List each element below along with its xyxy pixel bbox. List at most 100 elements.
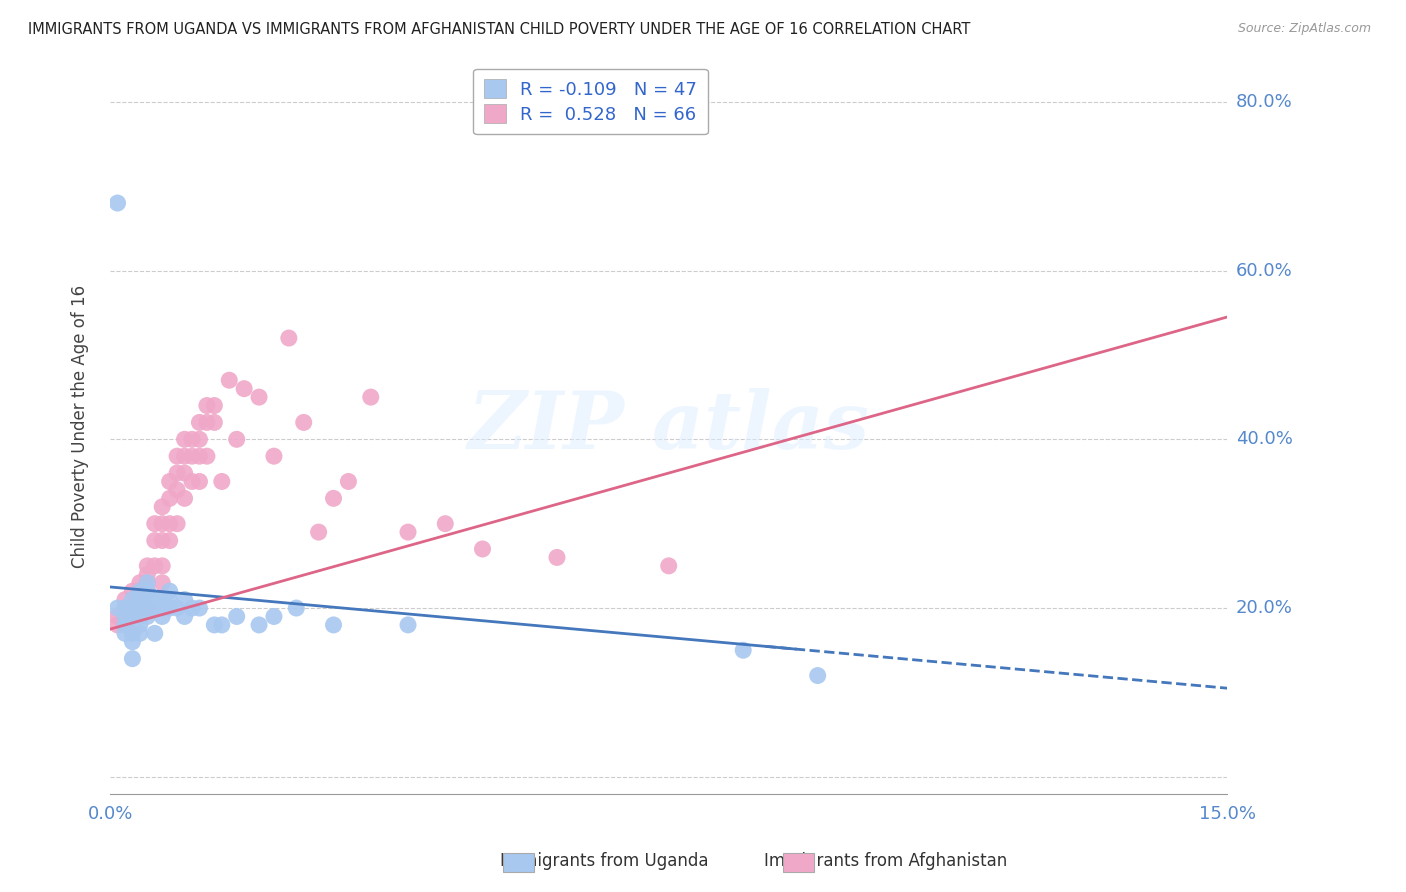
Point [121,651,143,665]
Point [128,601,150,615]
Point [114,609,136,624]
Point [143,558,166,573]
Point [121,609,143,624]
Point [322,491,344,506]
Point [121,592,143,607]
Point [166,483,188,497]
Point [322,618,344,632]
Text: Immigrants from Uganda: Immigrants from Uganda [501,852,709,870]
Point [128,584,150,599]
Point [114,618,136,632]
Text: ZIP atlas: ZIP atlas [468,388,870,466]
Point [225,609,247,624]
Point [143,516,166,531]
Point [173,449,195,463]
Point [128,592,150,607]
Point [733,643,755,657]
Point [121,601,143,615]
Point [173,466,195,480]
Point [173,609,195,624]
Text: 20.0%: 20.0% [1236,599,1292,617]
Point [166,601,188,615]
Point [233,382,256,396]
Point [396,618,419,632]
Point [136,592,159,607]
Point [143,533,166,548]
Text: Source: ZipAtlas.com: Source: ZipAtlas.com [1237,22,1371,36]
Point [471,541,494,556]
Point [150,609,173,624]
Point [114,601,136,615]
Point [150,575,173,590]
Point [159,475,181,489]
Point [121,635,143,649]
Point [195,399,218,413]
Point [188,475,211,489]
Point [807,668,830,682]
Point [128,626,150,640]
Point [396,525,419,540]
Point [136,558,159,573]
Point [195,449,218,463]
Point [150,533,173,548]
Point [181,432,204,446]
Point [150,601,173,615]
Point [159,516,181,531]
Point [159,584,181,599]
Point [181,449,204,463]
Point [211,475,233,489]
Point [143,601,166,615]
Point [107,196,129,211]
Point [107,618,129,632]
Point [360,390,382,404]
Point [658,558,681,573]
Point [247,618,270,632]
Point [159,592,181,607]
Point [173,432,195,446]
Point [211,618,233,632]
Point [166,466,188,480]
Point [188,416,211,430]
Point [218,373,240,387]
Point [128,592,150,607]
Point [136,584,159,599]
Point [114,592,136,607]
Point [292,416,315,430]
Point [150,592,173,607]
Point [188,432,211,446]
Point [263,449,285,463]
Point [114,626,136,640]
Point [107,601,129,615]
Point [143,592,166,607]
Point [225,432,247,446]
Point [128,584,150,599]
Point [107,609,129,624]
Point [136,567,159,582]
Point [143,626,166,640]
Point [114,601,136,615]
Text: 40.0%: 40.0% [1236,430,1292,449]
Point [546,550,568,565]
Point [159,533,181,548]
Point [128,575,150,590]
Text: IMMIGRANTS FROM UGANDA VS IMMIGRANTS FROM AFGHANISTAN CHILD POVERTY UNDER THE AG: IMMIGRANTS FROM UGANDA VS IMMIGRANTS FRO… [28,22,970,37]
Point [263,609,285,624]
Point [188,449,211,463]
Point [136,609,159,624]
Point [202,416,225,430]
Point [150,500,173,514]
Point [128,609,150,624]
Point [128,601,150,615]
Point [173,592,195,607]
Text: Immigrants from Afghanistan: Immigrants from Afghanistan [763,852,1008,870]
Point [136,584,159,599]
Point [173,491,195,506]
Y-axis label: Child Poverty Under the Age of 16: Child Poverty Under the Age of 16 [72,285,89,568]
Point [121,626,143,640]
Point [150,558,173,573]
Point [121,626,143,640]
Legend: R = -0.109   N = 47, R =  0.528   N = 66: R = -0.109 N = 47, R = 0.528 N = 66 [474,69,707,135]
Point [181,475,204,489]
Point [166,449,188,463]
Text: 80.0%: 80.0% [1236,93,1292,111]
